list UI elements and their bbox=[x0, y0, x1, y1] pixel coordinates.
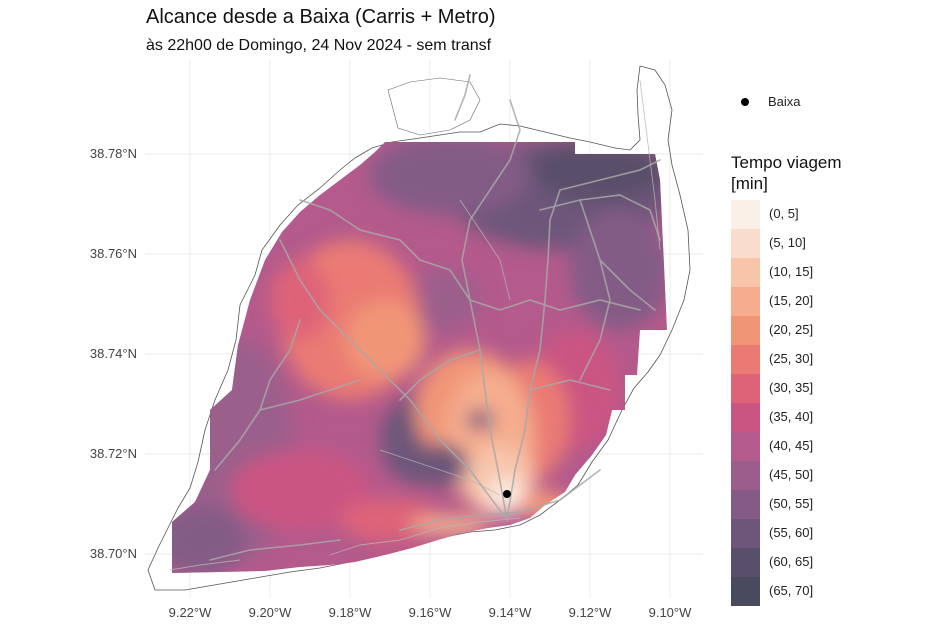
legend-item: (20, 25] bbox=[731, 316, 891, 345]
legend-swatch bbox=[731, 200, 760, 229]
x-axis-labels: 9.22°W 9.20°W 9.18°W 9.16°W 9.14°W 9.12°… bbox=[169, 605, 693, 620]
legend-swatch bbox=[731, 519, 760, 548]
legend-label: (45, 50] bbox=[769, 467, 814, 482]
x-tick-label: 9.20°W bbox=[249, 605, 293, 620]
legend-label: (30, 35] bbox=[769, 380, 814, 395]
y-axis-labels: 38.78°N 38.76°N 38.74°N 38.72°N 38.70°N bbox=[90, 146, 137, 561]
legend-label: (0, 5] bbox=[769, 206, 799, 221]
legend-title: Tempo viagem [min] bbox=[731, 152, 842, 194]
y-tick-label: 38.74°N bbox=[90, 346, 137, 361]
legend-item: (30, 35] bbox=[731, 374, 891, 403]
map-subtitle: às 22h00 de Domingo, 24 Nov 2024 - sem t… bbox=[146, 37, 492, 54]
legend-label: (35, 40] bbox=[769, 409, 814, 424]
legend-label: (25, 30] bbox=[769, 351, 814, 366]
y-tick-label: 38.78°N bbox=[90, 146, 137, 161]
tram-lines bbox=[169, 79, 661, 571]
legend-swatch bbox=[731, 345, 760, 374]
legend-swatch bbox=[731, 229, 760, 258]
point-legend-label: Baixa bbox=[768, 94, 801, 109]
legend-swatch bbox=[731, 490, 760, 519]
legend-swatch bbox=[731, 432, 760, 461]
legend-item: (0, 5] bbox=[731, 200, 891, 229]
x-tick-label: 9.22°W bbox=[169, 605, 213, 620]
point-legend-dot bbox=[741, 98, 749, 106]
x-tick-label: 9.16°W bbox=[409, 605, 453, 620]
legend-swatch bbox=[731, 548, 760, 577]
legend-item: (35, 40] bbox=[731, 403, 891, 432]
x-tick-label: 9.12°W bbox=[569, 605, 613, 620]
legend-item: (15, 20] bbox=[731, 287, 891, 316]
monsanto-outline bbox=[387, 77, 481, 136]
legend-label: (5, 10] bbox=[769, 235, 806, 250]
legend-swatch bbox=[731, 461, 760, 490]
legend-label: (20, 25] bbox=[769, 322, 814, 337]
x-tick-label: 9.10°W bbox=[649, 605, 693, 620]
point-legend: Baixa bbox=[731, 92, 851, 112]
x-tick-label: 9.14°W bbox=[489, 605, 533, 620]
y-tick-label: 38.70°N bbox=[90, 546, 137, 561]
legend-swatch bbox=[731, 258, 760, 287]
legend-label: (10, 15] bbox=[769, 264, 814, 279]
legend-item: (10, 15] bbox=[731, 258, 891, 287]
legend-label: (50, 55] bbox=[769, 496, 814, 511]
legend-item: (5, 10] bbox=[731, 229, 891, 258]
legend-item: (55, 60] bbox=[731, 519, 891, 548]
legend-swatch bbox=[731, 403, 760, 432]
legend-swatch bbox=[731, 577, 760, 606]
legend-label: (15, 20] bbox=[769, 293, 814, 308]
legend-item: (65, 70] bbox=[731, 577, 891, 606]
legend-item: (40, 45] bbox=[731, 432, 891, 461]
baixa-marker bbox=[503, 490, 511, 498]
legend-swatch bbox=[731, 316, 760, 345]
road-network bbox=[209, 74, 661, 561]
y-tick-label: 38.76°N bbox=[90, 246, 137, 261]
legend-title-line1: Tempo viagem bbox=[731, 153, 842, 172]
municipality-outline bbox=[147, 65, 691, 591]
legend-label: (65, 70] bbox=[769, 583, 814, 598]
x-tick-label: 9.18°W bbox=[329, 605, 373, 620]
legend-item: (60, 65] bbox=[731, 548, 891, 577]
legend-item: (25, 30] bbox=[731, 345, 891, 374]
legend-label: (40, 45] bbox=[769, 438, 814, 453]
legend-label: (55, 60] bbox=[769, 525, 814, 540]
legend-swatch bbox=[731, 287, 760, 316]
legend-item: (50, 55] bbox=[731, 490, 891, 519]
map-title: Alcance desde a Baixa (Carris + Metro) bbox=[146, 6, 496, 28]
legend-title-line2: [min] bbox=[731, 174, 768, 193]
legend-swatch bbox=[731, 374, 760, 403]
legend-item: (45, 50] bbox=[731, 461, 891, 490]
y-tick-label: 38.72°N bbox=[90, 446, 137, 461]
legend-label: (60, 65] bbox=[769, 554, 814, 569]
